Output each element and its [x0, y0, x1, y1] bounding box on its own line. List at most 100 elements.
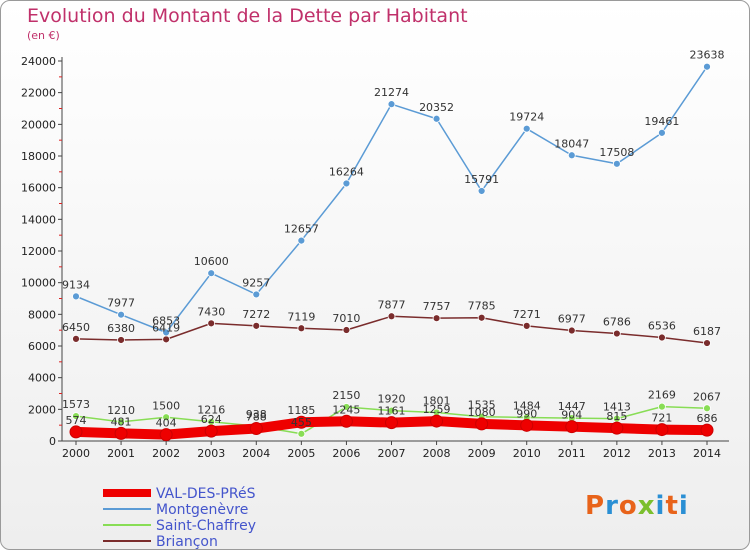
data-point — [162, 328, 171, 337]
logo-letter: P — [585, 491, 606, 521]
data-point — [477, 313, 486, 322]
data-point — [387, 312, 396, 321]
data-point — [658, 402, 666, 411]
data-label: 6786 — [603, 316, 631, 329]
data-label: 12657 — [284, 223, 319, 236]
data-label: 721 — [651, 412, 672, 425]
y-tick-label: 22000 — [21, 87, 56, 100]
data-label: 15791 — [464, 173, 499, 186]
data-label: 7430 — [197, 305, 225, 318]
data-label: 1185 — [287, 404, 315, 417]
data-point — [612, 159, 621, 168]
data-point — [69, 425, 83, 439]
data-label: 6187 — [693, 325, 721, 338]
data-label: 1447 — [558, 400, 586, 413]
data-label: 1920 — [378, 393, 406, 406]
data-label: 6853 — [152, 314, 180, 327]
data-label: 1161 — [378, 405, 406, 418]
data-label: 9134 — [62, 278, 90, 291]
data-label: 1080 — [468, 406, 496, 419]
data-label: 7757 — [423, 300, 451, 313]
data-label: 23638 — [690, 49, 725, 62]
data-point — [565, 420, 579, 434]
data-point — [703, 62, 711, 71]
data-point — [567, 326, 576, 335]
data-label: 7785 — [468, 300, 496, 313]
y-tick-label: 14000 — [21, 213, 56, 226]
data-label: 481 — [111, 415, 132, 428]
data-label: 1259 — [423, 403, 451, 416]
data-point — [520, 418, 534, 432]
x-tick-label: 2010 — [513, 447, 541, 460]
data-point — [522, 321, 531, 330]
y-tick-label: 20000 — [21, 118, 56, 131]
y-tick-label: 24000 — [21, 55, 56, 68]
legend-label: Briançon — [156, 534, 218, 550]
x-tick-label: 2000 — [62, 447, 90, 460]
data-point — [249, 422, 263, 436]
data-label: 1484 — [513, 400, 541, 413]
data-label: 574 — [66, 414, 87, 427]
data-point — [297, 429, 306, 438]
data-label: 2169 — [648, 389, 676, 402]
x-tick-label: 2009 — [468, 447, 496, 460]
logo-letter: i — [655, 491, 666, 521]
data-point — [342, 179, 351, 188]
x-tick-label: 2008 — [423, 447, 451, 460]
data-point — [297, 236, 306, 245]
data-point — [117, 310, 125, 319]
data-label: 21274 — [374, 86, 409, 99]
data-label: 2067 — [693, 390, 721, 403]
data-label: 10600 — [194, 255, 229, 268]
data-point — [114, 426, 128, 440]
data-label: 1801 — [423, 394, 451, 407]
y-tick-label: 4000 — [28, 372, 56, 385]
data-label: 9257 — [242, 276, 270, 289]
data-point — [342, 403, 351, 411]
data-label: 6450 — [62, 321, 90, 334]
data-label: 1413 — [603, 401, 631, 414]
data-point — [159, 428, 173, 442]
data-point — [162, 413, 171, 422]
data-point — [72, 334, 80, 343]
x-tick-label: 2007 — [378, 447, 406, 460]
data-label: 7877 — [378, 298, 406, 311]
data-point — [475, 417, 489, 431]
data-point — [703, 404, 711, 413]
data-label: 7271 — [513, 308, 541, 321]
x-tick-label: 2005 — [287, 447, 315, 460]
legend-label: Saint-Chaffrey — [156, 518, 256, 534]
data-point — [432, 114, 441, 123]
data-point — [297, 324, 306, 333]
data-label: 788 — [246, 411, 267, 424]
logo-letter: o — [618, 491, 638, 521]
chart-unit: (en €) — [27, 29, 60, 42]
data-label: 6380 — [107, 322, 135, 335]
x-tick-label: 2011 — [558, 447, 586, 460]
x-tick-label: 2013 — [648, 447, 676, 460]
data-point — [252, 321, 261, 330]
data-label: 7010 — [332, 312, 360, 325]
data-point — [430, 414, 444, 428]
y-tick-label: 8000 — [28, 308, 56, 321]
data-point — [72, 412, 80, 420]
data-point — [204, 424, 218, 438]
data-point — [567, 151, 576, 160]
logo-letter: i — [678, 491, 689, 521]
logo-letter: r — [605, 491, 619, 521]
y-tick-label: 12000 — [21, 245, 56, 258]
data-point — [387, 406, 396, 415]
x-tick-label: 2002 — [152, 447, 180, 460]
data-label: 815 — [606, 410, 627, 423]
data-label: 1535 — [468, 399, 496, 412]
data-point — [339, 414, 353, 428]
y-tick-label: 16000 — [21, 182, 56, 195]
x-tick-label: 2012 — [603, 447, 631, 460]
data-label: 1210 — [107, 404, 135, 417]
data-label: 904 — [561, 409, 582, 422]
data-label: 1500 — [152, 399, 180, 412]
data-label: 990 — [516, 407, 537, 420]
data-label: 19461 — [644, 115, 679, 128]
data-point — [294, 415, 308, 429]
